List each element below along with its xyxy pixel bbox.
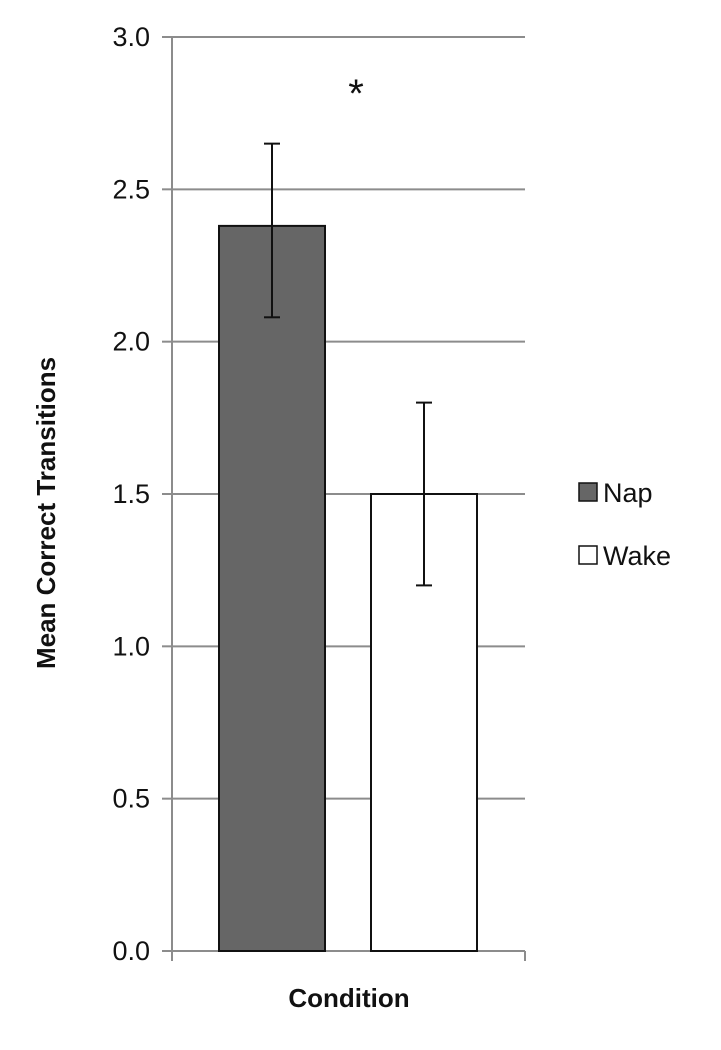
legend-label-wake: Wake <box>603 541 671 571</box>
y-tick-label: 0.0 <box>112 936 150 966</box>
legend-swatch-wake <box>578 545 598 565</box>
bars <box>218 224 478 953</box>
x-axis-title: Condition <box>288 983 409 1013</box>
y-tick-label: 2.5 <box>112 174 150 204</box>
y-tick-label: 1.5 <box>112 479 150 509</box>
y-tick-label: 0.5 <box>112 784 150 814</box>
y-tick-label: 1.0 <box>112 631 150 661</box>
y-tick-label: 3.0 <box>112 22 150 52</box>
y-axis-title: Mean Correct Transitions <box>31 357 61 669</box>
legend: Nap Wake <box>578 478 671 571</box>
significance-asterisk: * <box>348 72 364 116</box>
legend-label-nap: Nap <box>603 478 653 508</box>
legend-swatch-nap <box>578 482 598 502</box>
error-bars <box>264 142 432 587</box>
y-tick-label: 2.0 <box>112 327 150 357</box>
bar-nap <box>218 224 326 953</box>
y-tick-labels: 0.0 0.5 1.0 1.5 2.0 2.5 3.0 <box>112 22 150 966</box>
